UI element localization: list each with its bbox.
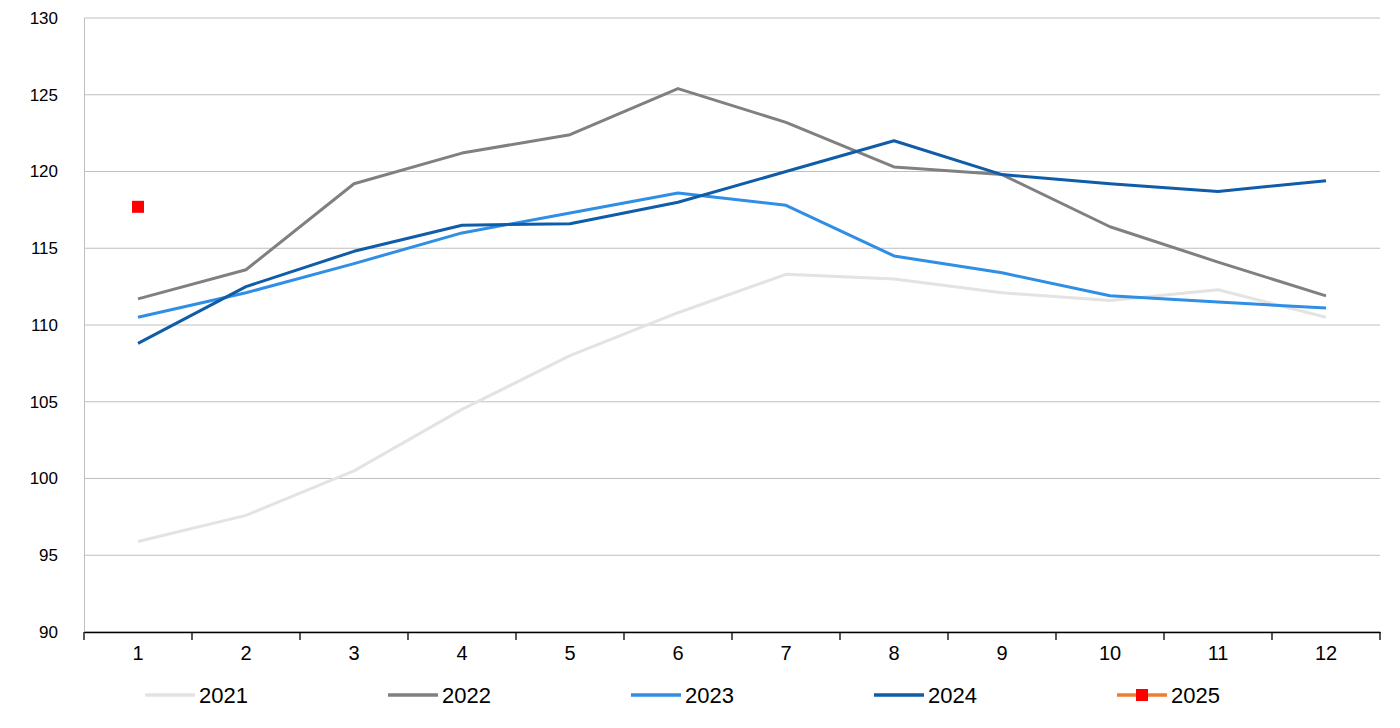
y-tick: 95 bbox=[39, 546, 84, 565]
x-tick-label: 3 bbox=[348, 642, 359, 664]
series-line bbox=[138, 193, 1326, 317]
x-tick-label: 6 bbox=[672, 642, 683, 664]
category-divider bbox=[1379, 632, 1380, 640]
x-tick: 10 bbox=[1099, 632, 1121, 664]
y-tick: 130 bbox=[30, 9, 84, 28]
x-tick: 6 bbox=[672, 632, 683, 664]
x-tick-label: 11 bbox=[1208, 642, 1229, 664]
category-divider bbox=[515, 632, 516, 640]
y-tick-label: 105 bbox=[30, 393, 58, 412]
y-tick-label: 90 bbox=[39, 623, 58, 642]
y-tick: 120 bbox=[30, 162, 84, 181]
legend-label: 2022 bbox=[442, 683, 491, 708]
series-line bbox=[138, 141, 1326, 344]
legend-marker bbox=[1136, 689, 1148, 701]
category-divider bbox=[1055, 632, 1056, 640]
y-tick-label: 115 bbox=[31, 239, 58, 258]
x-tick-label: 9 bbox=[996, 642, 1007, 664]
grid-line bbox=[84, 555, 1380, 556]
category-divider bbox=[83, 632, 84, 640]
x-dividers bbox=[84, 632, 1380, 640]
series bbox=[138, 89, 1326, 299]
grid-line bbox=[84, 401, 1380, 402]
legend-label: 2024 bbox=[928, 683, 977, 708]
grid-line bbox=[84, 248, 1380, 249]
legend-swatch bbox=[145, 693, 195, 697]
x-tick: 5 bbox=[564, 632, 575, 664]
category-divider bbox=[1271, 632, 1272, 640]
x-tick: 7 bbox=[780, 632, 791, 664]
legend-label: 2023 bbox=[685, 683, 734, 708]
x-tick-label: 1 bbox=[132, 642, 143, 664]
grid bbox=[84, 18, 1380, 632]
y-tick-label: 120 bbox=[30, 162, 58, 181]
plot: 9095100105110115120125130123456789101112 bbox=[30, 9, 1381, 664]
grid-line bbox=[84, 18, 1380, 19]
series bbox=[138, 274, 1326, 541]
y-tick-label: 95 bbox=[39, 546, 58, 565]
x-tick: 11 bbox=[1208, 632, 1229, 664]
category-divider bbox=[731, 632, 732, 640]
x-tick-label: 12 bbox=[1315, 642, 1337, 664]
legend-label: 2025 bbox=[1171, 683, 1220, 708]
series-area bbox=[132, 89, 1326, 542]
y-tick: 110 bbox=[31, 316, 84, 335]
series-line bbox=[138, 274, 1326, 541]
category-divider bbox=[407, 632, 408, 640]
x-tick-label: 7 bbox=[780, 642, 791, 664]
y-tick-label: 130 bbox=[30, 9, 58, 28]
x-tick-label: 5 bbox=[564, 642, 575, 664]
x-tick: 8 bbox=[888, 632, 899, 664]
grid-line bbox=[84, 171, 1380, 172]
legend-item: 2022 bbox=[388, 683, 491, 708]
category-divider bbox=[623, 632, 624, 640]
category-divider bbox=[299, 632, 300, 640]
legend-item: 2024 bbox=[874, 683, 977, 708]
x-tick: 3 bbox=[348, 632, 359, 664]
x-tick-label: 4 bbox=[456, 642, 467, 664]
x-tick: 4 bbox=[456, 632, 467, 664]
y-tick-label: 110 bbox=[31, 316, 58, 335]
series-marker bbox=[132, 201, 144, 213]
series-line bbox=[138, 89, 1326, 299]
y-tick: 90 bbox=[39, 623, 84, 642]
y-tick: 100 bbox=[30, 469, 84, 488]
x-tick: 9 bbox=[996, 632, 1007, 664]
legend-item: 2025 bbox=[1117, 683, 1220, 708]
x-tick-label: 2 bbox=[240, 642, 251, 664]
legend-item: 2023 bbox=[631, 683, 734, 708]
x-tick-label: 8 bbox=[888, 642, 899, 664]
series bbox=[132, 201, 144, 213]
legend-item: 2021 bbox=[145, 683, 248, 708]
category-divider bbox=[191, 632, 192, 640]
category-divider bbox=[947, 632, 948, 640]
grid-line bbox=[84, 325, 1380, 326]
category-divider bbox=[1163, 632, 1164, 640]
legend-swatch bbox=[388, 693, 438, 697]
y-tick: 105 bbox=[30, 393, 84, 412]
legend-label: 2021 bbox=[199, 683, 248, 708]
legend-swatch bbox=[874, 693, 924, 697]
legend-swatch bbox=[631, 693, 681, 697]
y-axis: 90 95 100 105 110 115 120 125 130 bbox=[30, 9, 85, 642]
y-axis-line bbox=[84, 19, 85, 633]
series bbox=[138, 193, 1326, 317]
x-tick: 1 bbox=[132, 632, 143, 664]
y-tick: 115 bbox=[31, 239, 84, 258]
y-tick: 125 bbox=[30, 86, 84, 105]
grid-line bbox=[84, 478, 1380, 479]
series bbox=[138, 141, 1326, 344]
chart: 9095100105110115120125130123456789101112… bbox=[0, 0, 1400, 728]
x-tick-label: 10 bbox=[1099, 642, 1121, 664]
x-tick: 12 bbox=[1315, 632, 1337, 664]
grid-line bbox=[84, 94, 1380, 95]
y-tick-label: 100 bbox=[30, 469, 58, 488]
legend: 2021 2022 2023 2024 2025 bbox=[145, 683, 1220, 708]
x-axis: 123456789101112 bbox=[84, 632, 1381, 664]
category-divider bbox=[839, 632, 840, 640]
y-tick-label: 125 bbox=[30, 86, 58, 105]
x-tick: 2 bbox=[240, 632, 251, 664]
